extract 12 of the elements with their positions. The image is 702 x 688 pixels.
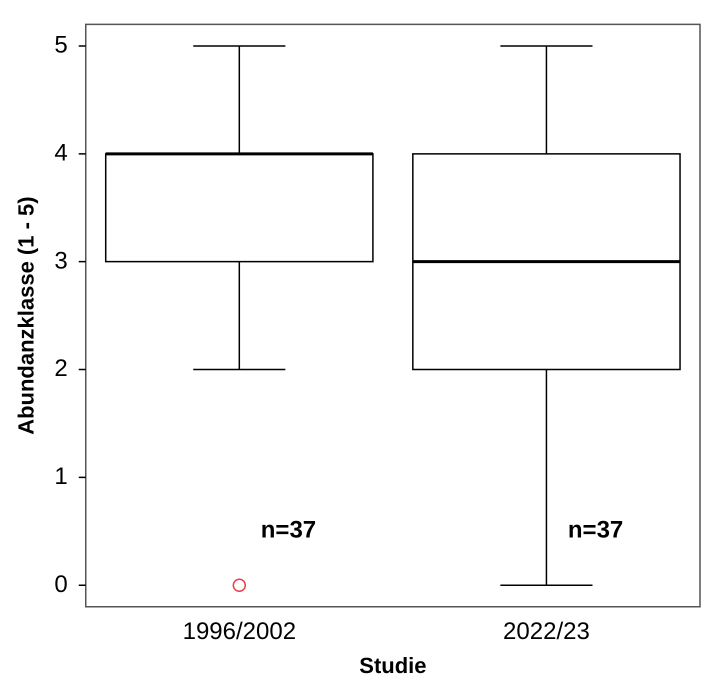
y-tick-label: 0	[54, 570, 68, 598]
annotation: n=37	[260, 516, 316, 544]
y-axis-title: Abundanzklasse (1 - 5)	[13, 196, 38, 435]
annotation: n=37	[568, 516, 624, 544]
y-tick-label: 3	[54, 247, 68, 274]
y-tick-label: 2	[54, 355, 68, 382]
x-tick-label: 1996/2002	[182, 618, 296, 645]
y-tick-label: 4	[54, 139, 68, 166]
y-tick-label: 1	[54, 463, 68, 490]
x-axis-title: Studie	[359, 652, 426, 678]
x-tick-label: 2022/23	[503, 618, 590, 645]
y-tick-label: 5	[54, 32, 68, 59]
